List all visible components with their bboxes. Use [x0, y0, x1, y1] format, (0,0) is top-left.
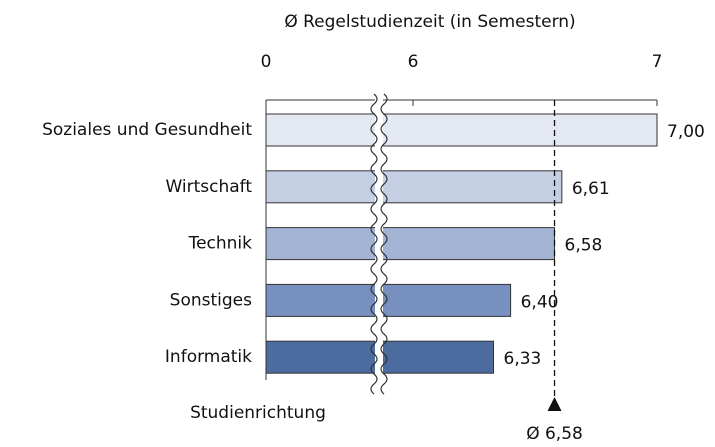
x-tick-label: 6: [408, 52, 419, 72]
value-label: 7,00: [667, 122, 705, 142]
axis-break: [380, 93, 388, 395]
bar: [265, 283, 512, 317]
category-label: Wirtschaft: [165, 177, 252, 197]
x-tick-label: 7: [652, 52, 663, 72]
chart-title: Ø Regelstudienzeit (in Semestern): [284, 12, 575, 32]
y-axis-label: Studienrichtung: [190, 403, 326, 423]
mean-label: Ø 6,58: [526, 424, 583, 444]
axis-break-gap: [375, 94, 383, 384]
category-label: Informatik: [165, 347, 252, 367]
value-label: 6,40: [521, 292, 559, 312]
value-label: 6,58: [565, 236, 603, 256]
mean-marker: [547, 397, 562, 411]
x-tick-label: 0: [261, 52, 272, 72]
value-label: 6,33: [504, 349, 542, 369]
bar: [265, 227, 556, 261]
axis-break: [370, 93, 378, 395]
category-label: Soziales und Gesundheit: [42, 120, 252, 140]
value-label: 6,61: [572, 179, 610, 199]
bar: [265, 170, 563, 204]
bar: [265, 113, 658, 147]
category-label: Technik: [188, 234, 253, 254]
category-label: Sonstiges: [170, 290, 252, 310]
